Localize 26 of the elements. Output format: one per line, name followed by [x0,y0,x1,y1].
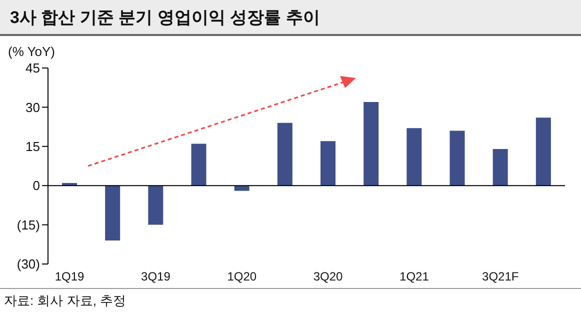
x-tick-label: 1Q20 [227,270,257,284]
bar [492,149,508,186]
x-tick-label: 3Q19 [141,270,171,284]
bar [536,118,551,186]
bar [450,130,465,186]
y-tick-label: (30) [16,256,40,272]
bar [277,122,292,186]
y-tick-label: (15) [16,217,40,232]
bar [406,128,422,186]
bar [105,186,120,240]
y-tick-label: 45 [26,60,40,76]
bar [320,141,336,186]
y-axis-title: (% YoY) [8,44,55,59]
text: 자료: 회사 자료, 추정 [4,292,126,310]
chart-title: 3사 합산 기준 분기 영업이익 성장률 추이 [0,0,581,36]
x-tick-label: 3Q21F [482,270,519,284]
bar [191,144,206,186]
y-tick-label: 15 [26,139,40,154]
bar [148,186,164,225]
x-tick-label: 1Q19 [54,270,85,284]
bar [234,186,250,191]
y-tick-label: 30 [26,100,40,115]
bar [364,102,379,186]
x-tick-label: 3Q20 [313,270,344,284]
x-tick-label: 1Q21 [400,270,430,284]
y-tick-label: 0 [32,178,40,194]
